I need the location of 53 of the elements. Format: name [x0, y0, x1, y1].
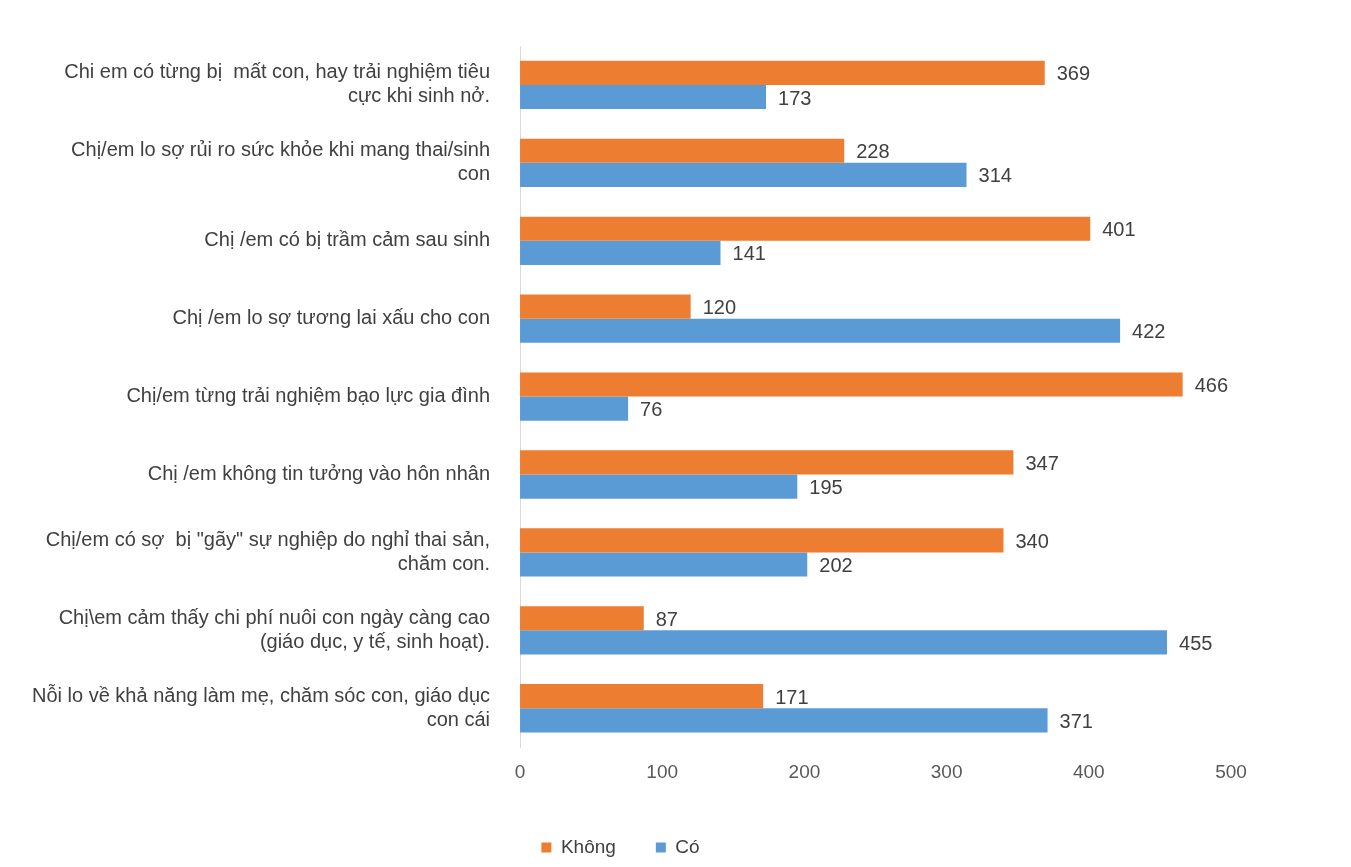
data-label: 422 [1132, 320, 1166, 343]
bar [520, 138, 845, 163]
bar [520, 450, 1014, 475]
data-label: 314 [978, 164, 1012, 187]
y-tick-label: Chị\em cảm thấy chi phí nuôi con ngày càng cao (giáo dục, y tế, sinh hoạt). [58, 605, 491, 652]
y-tick-label: Nỗi lo về khả năng làm mẹ, chăm sóc con, giáo dục con cái [31, 683, 491, 730]
data-label: 228 [856, 140, 890, 163]
y-tick-label: Chị /em lo sợ tương lai xấu cho con [172, 306, 491, 329]
y-tick-label: Chị /em có bị trầm cảm sau sinh [204, 228, 491, 251]
legend-label: Có [675, 835, 700, 857]
y-tick-label: Chị/em có sợ bị "gãy" sự nghiệp do nghỉ thai sản, chăm con. [45, 527, 491, 574]
bar [520, 162, 967, 188]
bar [520, 684, 764, 709]
bar [520, 60, 1045, 85]
x-tick-label: 0 [514, 760, 526, 782]
bar [520, 708, 1048, 733]
data-label: 87 [655, 607, 678, 630]
bar [520, 630, 1168, 655]
data-label: 347 [1025, 451, 1059, 474]
bar [520, 396, 629, 421]
data-label: 340 [1015, 529, 1049, 552]
y-tick-label: Chị/em lo sợ rủi ro sức khỏe khi mang thai/sinh con [71, 138, 491, 185]
bar [520, 318, 1121, 343]
x-tick-label: 200 [788, 760, 821, 782]
data-label: 371 [1059, 709, 1093, 732]
bar [520, 240, 721, 265]
x-tick-label: 100 [646, 760, 679, 782]
data-label: 141 [732, 242, 766, 265]
bar [520, 606, 644, 631]
data-label: 173 [778, 86, 812, 109]
x-tick-label: 500 [1215, 760, 1247, 782]
bar [520, 84, 767, 110]
x-tick-label: 400 [1072, 760, 1105, 782]
data-label: 171 [775, 685, 809, 708]
x-tick-label: 300 [930, 760, 963, 782]
data-label: 369 [1056, 62, 1091, 85]
bar [520, 474, 798, 499]
data-label: 466 [1194, 374, 1229, 397]
y-tick-label: Chị /em không tin tưởng vào hôn nhân [147, 462, 491, 485]
y-tick-label: Chi em có từng bị mất con, hay trải nghiệm tiêu cực khi sinh nở. [64, 60, 491, 107]
data-label: 195 [809, 476, 843, 499]
bar [520, 552, 808, 577]
legend-label: Không [560, 835, 616, 857]
bar [520, 216, 1091, 241]
bar [520, 294, 691, 319]
data-label: 455 [1179, 631, 1213, 654]
data-label: 202 [819, 554, 853, 577]
data-label: 76 [640, 398, 663, 421]
bar [520, 528, 1004, 553]
data-label: 120 [702, 296, 737, 319]
bar [520, 372, 1183, 397]
y-tick-label: Chị/em từng trải nghiệm bạo lực gia đình [126, 384, 491, 407]
data-label: 401 [1102, 218, 1136, 241]
